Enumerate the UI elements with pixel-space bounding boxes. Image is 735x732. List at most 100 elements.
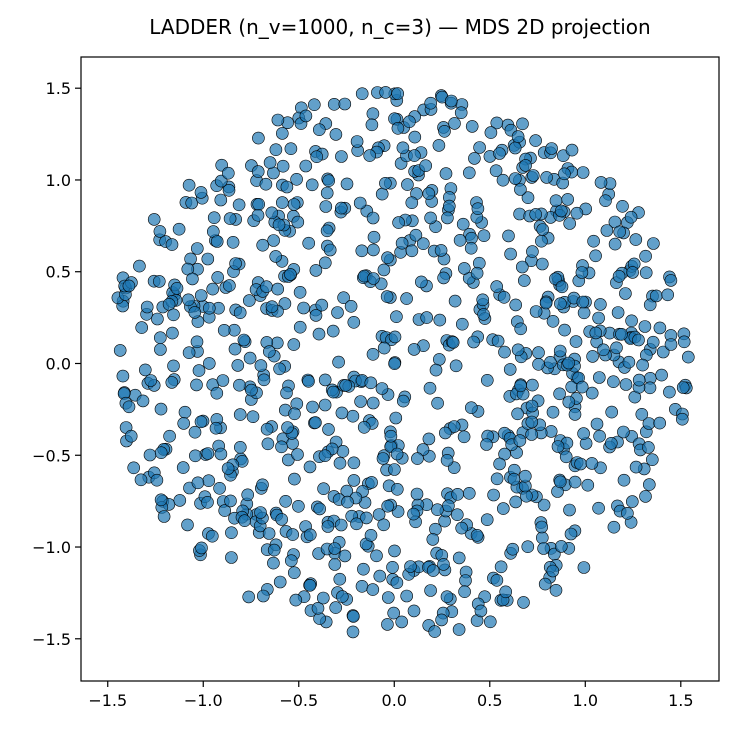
scatter-point <box>440 590 454 604</box>
scatter-point <box>153 225 167 238</box>
scatter-point <box>347 610 360 623</box>
scatter-point <box>218 504 231 517</box>
scatter-point <box>613 225 627 239</box>
scatter-point <box>287 566 301 580</box>
scatter-point <box>186 272 199 286</box>
scatter-point <box>405 244 419 258</box>
scatter-point <box>154 493 168 507</box>
scatter-point <box>321 520 335 533</box>
scatter-point <box>122 400 136 414</box>
scatter-point <box>189 449 202 463</box>
scatter-point <box>558 167 571 181</box>
scatter-point <box>594 298 607 311</box>
scatter-point <box>624 210 638 224</box>
scatter-point <box>284 268 297 281</box>
scatter-point <box>390 482 404 496</box>
scatter-point <box>612 269 626 283</box>
scatter-points <box>111 86 695 639</box>
scatter-point <box>589 326 603 340</box>
scatter-point <box>182 346 196 360</box>
scatter-point <box>535 531 549 545</box>
scatter-point <box>646 335 660 349</box>
scatter-point <box>206 529 219 543</box>
scatter-point <box>309 416 322 429</box>
scatter-point <box>632 373 646 387</box>
scatter-point <box>257 373 271 387</box>
scatter-point <box>335 406 349 420</box>
scatter-point <box>323 243 337 257</box>
scatter-point <box>194 289 208 302</box>
scatter-point <box>590 417 604 431</box>
scatter-point <box>281 421 294 434</box>
scatter-point <box>341 495 354 509</box>
scatter-point <box>568 475 582 489</box>
scatter-point <box>625 495 639 508</box>
scatter-point <box>438 426 452 440</box>
scatter-point <box>136 394 150 408</box>
scatter-point <box>366 396 380 410</box>
scatter-point <box>577 306 591 320</box>
scatter-point <box>143 448 157 462</box>
scatter-point <box>577 561 591 574</box>
x-tick-label: 0.0 <box>382 691 407 710</box>
scatter-point <box>404 560 417 573</box>
scatter-point <box>217 323 231 337</box>
scatter-point <box>113 344 127 357</box>
scatter-point <box>564 527 578 541</box>
scatter-point <box>474 604 488 618</box>
scatter-point <box>299 159 313 173</box>
scatter-point <box>364 376 378 390</box>
scatter-point <box>473 141 486 154</box>
scatter-point <box>439 167 453 180</box>
scatter-point <box>275 127 289 140</box>
scatter-point <box>480 438 493 451</box>
scatter-point <box>519 159 532 172</box>
scatter-point <box>318 373 332 387</box>
scatter-point <box>262 527 276 540</box>
scatter-point <box>246 410 260 424</box>
scatter-point <box>426 564 440 577</box>
scatter-point <box>424 584 437 597</box>
scatter-point <box>177 417 190 430</box>
scatter-point <box>315 298 329 312</box>
scatter-point <box>339 379 353 392</box>
scatter-point <box>585 457 599 470</box>
scatter-point <box>211 271 224 284</box>
scatter-point <box>293 285 307 299</box>
x-axis: −1.5 −1.0 −0.5 0.0 0.5 1.0 1.5 <box>88 681 694 710</box>
scatter-point <box>229 257 242 270</box>
scatter-point <box>655 368 668 382</box>
scatter-point <box>192 364 206 377</box>
scatter-point <box>347 474 361 487</box>
scatter-point <box>621 506 634 520</box>
scatter-point <box>532 346 545 359</box>
scatter-point <box>490 280 504 293</box>
scatter-point <box>405 196 419 209</box>
scatter-point <box>272 218 286 232</box>
scatter-point <box>645 453 659 467</box>
scatter-point <box>261 437 275 451</box>
scatter-point <box>408 149 421 162</box>
scatter-point <box>292 499 305 513</box>
scatter-point <box>390 576 404 590</box>
scatter-point <box>468 152 481 165</box>
scatter-point <box>176 461 190 474</box>
scatter-point <box>381 591 395 604</box>
scatter-point <box>434 244 448 257</box>
scatter-point <box>529 134 542 147</box>
scatter-point <box>511 407 524 421</box>
scatter-point <box>162 297 176 311</box>
scatter-point <box>122 279 136 293</box>
scatter-point <box>251 165 265 178</box>
scatter-point <box>232 198 246 212</box>
scatter-point <box>535 257 549 271</box>
scatter-point <box>178 405 192 419</box>
scatter-point <box>320 224 334 238</box>
scatter-point <box>222 184 236 197</box>
scatter-point <box>182 293 195 307</box>
scatter-point <box>387 606 401 620</box>
scatter-point <box>656 345 670 359</box>
scatter-point <box>375 187 389 201</box>
scatter-point <box>357 420 371 434</box>
scatter-point <box>226 236 240 249</box>
